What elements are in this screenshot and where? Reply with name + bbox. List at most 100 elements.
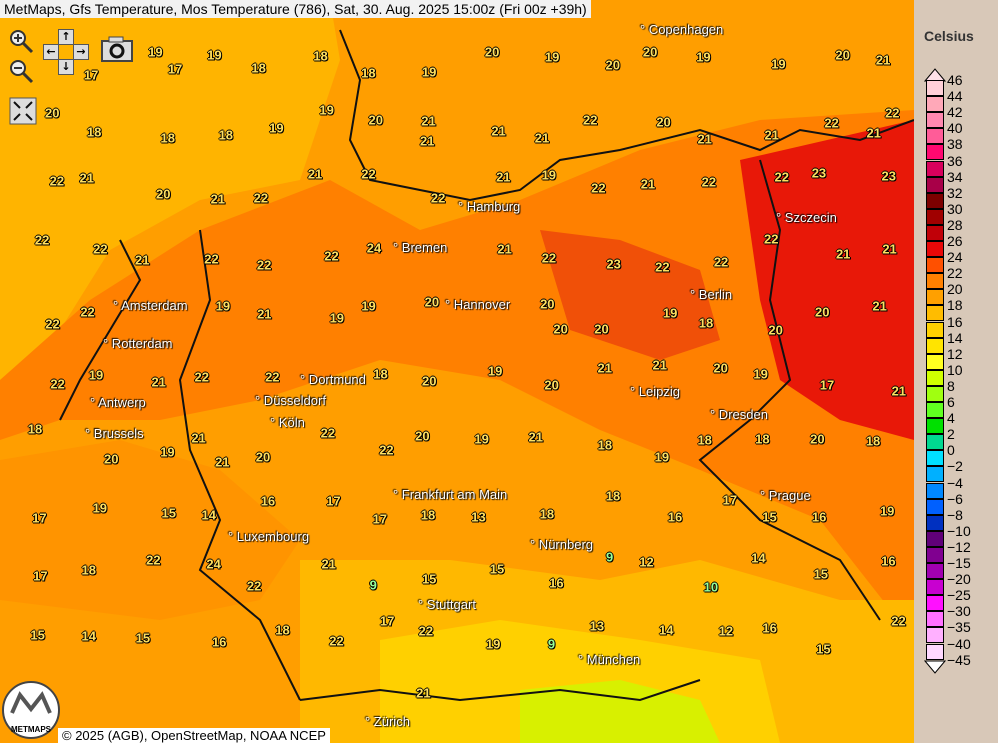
- temperature-value: 15: [762, 509, 777, 525]
- legend-label: 8: [947, 377, 955, 394]
- temperature-value: 19: [88, 367, 104, 383]
- temperature-value: 21: [497, 241, 512, 257]
- temperature-value: 20: [656, 114, 671, 130]
- temperature-value: 22: [49, 173, 65, 189]
- temperature-value: 16: [881, 553, 896, 569]
- temperature-value: 20: [368, 112, 383, 128]
- legend-label: 38: [947, 136, 963, 153]
- weather-map[interactable]: 17 17 19 19 18 18 18 19 20 19 20 20 19 19 20 21 20 18 18 18…: [0, 0, 914, 743]
- pan-down-button[interactable]: ↓: [58, 59, 74, 75]
- legend-swatch: [926, 128, 944, 145]
- temperature-value: 22: [701, 174, 717, 190]
- city-label: ° Leipzig: [630, 384, 681, 399]
- camera-icon[interactable]: [101, 36, 133, 62]
- legend-swatch: [926, 579, 944, 596]
- temperature-value: 21: [534, 130, 550, 146]
- legend-label: 44: [947, 88, 963, 105]
- city-label: ° Dresden: [710, 407, 768, 422]
- legend-label: 28: [947, 216, 963, 233]
- legend-swatch: [926, 96, 944, 113]
- legend-title: Celsius: [924, 28, 974, 44]
- city-label: ° Frankfurt am Main: [393, 487, 508, 502]
- temperature-value: 20: [553, 321, 568, 337]
- legend-label: 24: [947, 249, 963, 266]
- legend-label: 32: [947, 184, 963, 201]
- temperature-value: 19: [215, 298, 231, 314]
- pan-up-button[interactable]: ↑: [58, 29, 74, 45]
- temperature-value: 21: [528, 429, 543, 445]
- temperature-value: 14: [751, 550, 766, 566]
- temperature-value: 22: [891, 613, 906, 629]
- temperature-value: 14: [658, 622, 674, 638]
- legend-label: 46: [947, 72, 963, 88]
- legend-label: 34: [947, 168, 963, 185]
- temperature-value: 18: [218, 127, 234, 143]
- city-label: ° Hannover: [445, 297, 511, 312]
- temperature-value: 20: [544, 377, 559, 393]
- temperature-value: 22: [146, 552, 161, 568]
- zoom-in-icon[interactable]: [8, 28, 38, 58]
- legend-swatch: [926, 385, 944, 402]
- temperature-value: 19: [771, 56, 786, 72]
- temperature-value: 21: [215, 454, 230, 470]
- temperature-value: 20: [415, 428, 430, 444]
- pan-right-button[interactable]: →: [73, 44, 89, 60]
- temperature-value: 20: [835, 47, 850, 63]
- legend-swatch: [926, 482, 944, 499]
- temperature-value: 19: [541, 167, 557, 183]
- temperature-value: 15: [30, 627, 45, 643]
- legend-label: 30: [947, 200, 963, 217]
- temperature-value: 18: [27, 421, 43, 437]
- temperature-value: 19: [487, 363, 503, 379]
- temperature-value: 17: [167, 61, 183, 77]
- temperature-value: 22: [379, 442, 394, 458]
- temperature-value: 14: [201, 507, 216, 523]
- legend-label: 26: [947, 233, 963, 249]
- temperature-value: 19: [879, 503, 895, 519]
- legend-swatch: [926, 305, 944, 322]
- temperature-value: 23: [606, 256, 621, 272]
- legend-swatch: [926, 289, 944, 306]
- temperature-value: 18: [420, 507, 436, 523]
- city-label: ° Berlin: [690, 287, 733, 302]
- temperature-value: 19: [485, 636, 501, 652]
- legend-label: −30: [947, 603, 971, 620]
- temperature-value: 13: [589, 618, 605, 634]
- temperature-value: 22: [824, 115, 839, 131]
- temperature-value: 21: [191, 430, 206, 446]
- temperature-value: 17: [326, 493, 341, 509]
- temperature-value: 22: [582, 112, 598, 128]
- temperature-value: 22: [320, 425, 336, 441]
- temperature-value: 13: [471, 509, 486, 525]
- temperature-value: 19: [696, 49, 711, 65]
- temperature-value: 17: [83, 67, 99, 83]
- legend-label: 2: [947, 426, 955, 443]
- city-label: ° Brussels: [85, 426, 144, 441]
- legend-swatch: [926, 530, 944, 547]
- temperature-value: 22: [324, 248, 339, 264]
- color-legend: Celsius 46 44 42 40 38 36 34 32 30 28 26 24 22 20 18 16…: [914, 0, 998, 743]
- copyright: © 2025 (AGB), OpenStreetMap, NOAA NCEP: [58, 728, 330, 743]
- temperature-value: 19: [160, 444, 175, 460]
- pan-left-button[interactable]: ←: [43, 44, 59, 60]
- zoom-out-icon[interactable]: [8, 58, 38, 88]
- legend-swatch: [926, 224, 944, 241]
- legend-label: −15: [947, 555, 971, 571]
- legend-label: −45: [947, 651, 971, 668]
- temperature-value: 17: [33, 568, 48, 584]
- temperature-value: 18: [313, 48, 328, 63]
- temperature-value: 16: [762, 620, 777, 636]
- legend-swatch: [926, 563, 944, 580]
- temperature-value: 18: [373, 366, 388, 382]
- legend-label: 16: [947, 313, 963, 330]
- temperature-value: 10: [703, 579, 719, 595]
- temperature-value: 19: [421, 64, 437, 80]
- legend-swatch: [926, 208, 944, 225]
- temperature-value: 21: [416, 685, 431, 701]
- temperature-value: 19: [148, 44, 163, 60]
- fullscreen-icon[interactable]: [9, 97, 37, 125]
- legend-swatch: [926, 160, 944, 177]
- legend-swatch: [926, 144, 944, 161]
- temperature-value: 22: [50, 376, 65, 392]
- temperature-value: 18: [361, 65, 376, 81]
